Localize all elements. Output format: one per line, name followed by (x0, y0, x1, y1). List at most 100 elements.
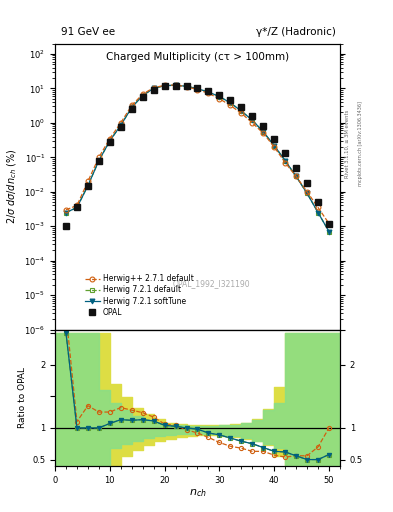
Herwig 7.2.1 softTune (294, 173, 298, 179)
Herwig 7.2.1 default (217, 94, 222, 100)
Herwig 7.2.1 default (261, 129, 266, 135)
Herwig++ 2.7.1 default (261, 130, 266, 136)
OPAL (118, 124, 123, 130)
OPAL (261, 123, 266, 129)
Herwig++ 2.7.1 default (162, 82, 167, 89)
OPAL (305, 180, 309, 186)
Herwig 7.2.1 softTune (316, 209, 320, 216)
OPAL (86, 183, 90, 189)
Herwig 7.2.1 softTune (107, 138, 112, 144)
Herwig 7.2.1 default (327, 228, 331, 234)
Line: Herwig++ 2.7.1 default: Herwig++ 2.7.1 default (64, 82, 331, 226)
Herwig 7.2.1 default (228, 100, 233, 106)
X-axis label: $n_{ch}$: $n_{ch}$ (189, 487, 206, 499)
OPAL (283, 151, 288, 157)
Herwig++ 2.7.1 default (129, 102, 134, 109)
Line: Herwig 7.2.1 default: Herwig 7.2.1 default (64, 83, 331, 234)
Herwig 7.2.1 softTune (283, 158, 288, 164)
Herwig 7.2.1 softTune (195, 86, 200, 92)
Herwig 7.2.1 default (316, 209, 320, 216)
OPAL (327, 221, 331, 227)
Herwig++ 2.7.1 default (151, 84, 156, 91)
Herwig 7.2.1 softTune (250, 117, 255, 123)
Herwig 7.2.1 default (283, 158, 288, 164)
Herwig 7.2.1 default (173, 82, 178, 89)
Line: Herwig 7.2.1 softTune: Herwig 7.2.1 softTune (64, 83, 331, 234)
Text: OPAL_1992_I321190: OPAL_1992_I321190 (173, 280, 251, 288)
Herwig++ 2.7.1 default (272, 144, 277, 150)
Herwig 7.2.1 default (184, 83, 189, 90)
Herwig 7.2.1 softTune (151, 86, 156, 92)
Herwig++ 2.7.1 default (316, 204, 320, 210)
Herwig++ 2.7.1 default (228, 102, 233, 109)
Herwig++ 2.7.1 default (195, 87, 200, 93)
Herwig 7.2.1 default (140, 93, 145, 99)
Herwig 7.2.1 default (64, 209, 68, 216)
Line: OPAL: OPAL (63, 83, 332, 229)
Herwig 7.2.1 softTune (261, 129, 266, 135)
Herwig++ 2.7.1 default (217, 96, 222, 102)
Herwig 7.2.1 softTune (173, 82, 178, 89)
Herwig++ 2.7.1 default (75, 202, 79, 208)
Herwig 7.2.1 default (195, 86, 200, 92)
Herwig 7.2.1 default (129, 104, 134, 111)
Herwig++ 2.7.1 default (239, 110, 244, 116)
OPAL (206, 88, 211, 94)
Herwig++ 2.7.1 default (86, 178, 90, 184)
Text: Charged Multiplicity (cτ > 100mm): Charged Multiplicity (cτ > 100mm) (106, 52, 289, 62)
Herwig 7.2.1 softTune (327, 228, 331, 234)
Herwig++ 2.7.1 default (64, 207, 68, 213)
Herwig++ 2.7.1 default (140, 91, 145, 97)
Herwig 7.2.1 softTune (217, 94, 222, 100)
Herwig++ 2.7.1 default (97, 154, 101, 160)
OPAL (184, 83, 189, 90)
Herwig 7.2.1 softTune (239, 108, 244, 114)
Herwig++ 2.7.1 default (118, 120, 123, 126)
Herwig++ 2.7.1 default (283, 160, 288, 166)
Herwig 7.2.1 softTune (162, 82, 167, 89)
OPAL (316, 199, 320, 205)
OPAL (64, 223, 68, 229)
Text: 91 GeV ee: 91 GeV ee (61, 27, 115, 37)
Herwig++ 2.7.1 default (173, 82, 178, 88)
Herwig 7.2.1 default (305, 190, 309, 197)
Y-axis label: $2/\sigma\; d\sigma/dn_{ch}$ (%): $2/\sigma\; d\sigma/dn_{ch}$ (%) (5, 148, 18, 224)
Herwig 7.2.1 softTune (140, 93, 145, 99)
Herwig 7.2.1 default (118, 122, 123, 129)
OPAL (140, 94, 145, 100)
Herwig 7.2.1 softTune (129, 104, 134, 111)
Herwig 7.2.1 softTune (272, 142, 277, 148)
Herwig++ 2.7.1 default (250, 120, 255, 126)
Herwig 7.2.1 softTune (305, 190, 309, 197)
Herwig 7.2.1 default (151, 86, 156, 92)
OPAL (217, 92, 222, 98)
OPAL (173, 82, 178, 89)
Herwig++ 2.7.1 default (305, 189, 309, 195)
Herwig 7.2.1 softTune (97, 158, 101, 164)
OPAL (239, 104, 244, 111)
Herwig 7.2.1 default (272, 142, 277, 148)
Herwig++ 2.7.1 default (294, 173, 298, 179)
Herwig 7.2.1 default (75, 204, 79, 210)
Herwig++ 2.7.1 default (206, 90, 211, 96)
Herwig 7.2.1 default (97, 158, 101, 164)
Herwig 7.2.1 softTune (64, 209, 68, 216)
Herwig 7.2.1 default (294, 173, 298, 179)
Herwig 7.2.1 softTune (228, 100, 233, 106)
Herwig 7.2.1 default (86, 183, 90, 189)
Y-axis label: Ratio to OPAL: Ratio to OPAL (18, 367, 27, 429)
Herwig 7.2.1 softTune (86, 183, 90, 189)
Legend: Herwig++ 2.7.1 default, Herwig 7.2.1 default, Herwig 7.2.1 softTune, OPAL: Herwig++ 2.7.1 default, Herwig 7.2.1 def… (82, 271, 197, 320)
OPAL (162, 83, 167, 90)
OPAL (75, 204, 79, 210)
Herwig 7.2.1 softTune (206, 89, 211, 95)
OPAL (107, 139, 112, 145)
OPAL (294, 165, 298, 171)
OPAL (151, 87, 156, 93)
Herwig 7.2.1 default (250, 117, 255, 123)
Text: mcplots.cern.ch [arXiv:1306.3436]: mcplots.cern.ch [arXiv:1306.3436] (358, 101, 363, 186)
OPAL (129, 106, 134, 112)
Herwig++ 2.7.1 default (184, 83, 189, 90)
Text: γ*/Z (Hadronic): γ*/Z (Hadronic) (256, 27, 336, 37)
Herwig++ 2.7.1 default (107, 136, 112, 142)
